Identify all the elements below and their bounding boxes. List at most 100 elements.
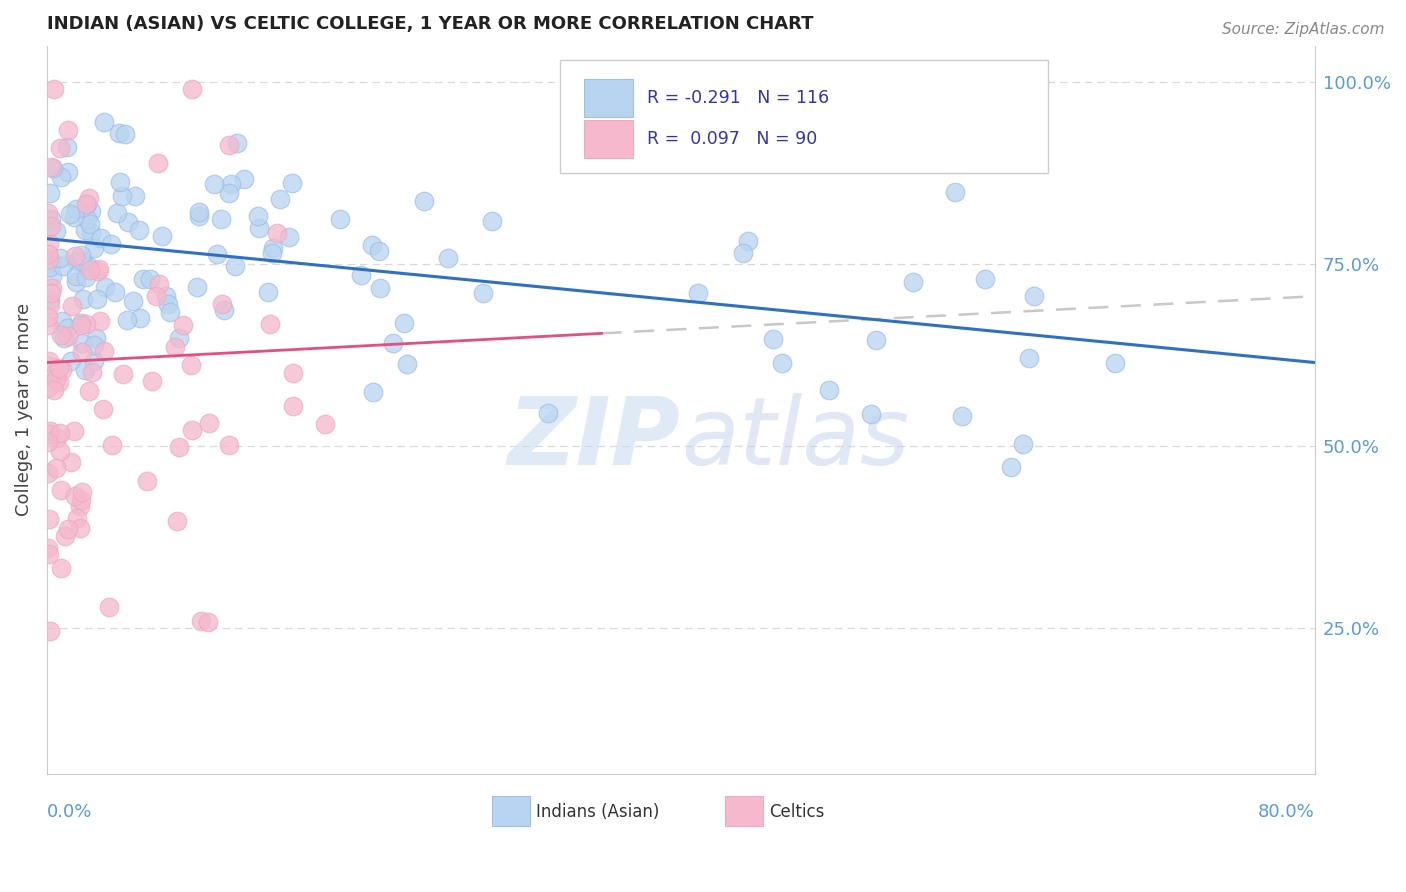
Point (58, 164, 80, 178)
Point (350, 268, 373, 283)
Point (205, 247, 228, 261)
Point (281, 366, 304, 380)
Point (180, 358, 202, 372)
Point (1000, 460, 1022, 475)
Point (65, 489, 87, 503)
Point (280, 176, 302, 190)
Point (70, 248, 93, 262)
Point (396, 357, 419, 371)
Point (42, 383, 65, 397)
Point (1104, 356, 1126, 370)
Point (211, 297, 233, 311)
Point (155, 289, 177, 303)
Point (45, 461, 67, 475)
Point (686, 285, 709, 300)
Point (97, 599, 120, 614)
Point (70, 484, 93, 499)
Point (51, 363, 73, 377)
Point (73, 223, 96, 237)
Point (865, 334, 887, 348)
Point (737, 234, 759, 248)
Point (159, 305, 181, 319)
Point (83, 338, 105, 352)
Point (39, 212, 62, 227)
Point (39, 260, 62, 274)
Point (180, 82, 202, 96)
Point (101, 438, 124, 452)
Point (128, 311, 150, 326)
Point (247, 221, 270, 235)
Point (128, 223, 150, 237)
Point (52, 259, 75, 273)
Point (105, 206, 128, 220)
Point (83, 354, 105, 368)
Point (114, 127, 136, 141)
Point (901, 275, 924, 289)
Point (80, 204, 103, 219)
Point (139, 272, 162, 286)
Point (41, 160, 63, 174)
Point (117, 215, 139, 229)
Point (58, 522, 80, 536)
Point (180, 423, 202, 437)
Point (59, 455, 82, 469)
Point (121, 293, 143, 308)
Point (111, 368, 134, 382)
Text: Celtics: Celtics (769, 803, 825, 821)
Point (93, 343, 115, 358)
Point (314, 417, 336, 432)
Point (360, 238, 382, 252)
Point (41, 254, 63, 268)
Point (202, 177, 225, 191)
Point (87, 262, 110, 277)
Point (186, 280, 208, 294)
Point (37, 206, 59, 220)
Point (69, 317, 91, 331)
Point (83, 241, 105, 255)
Point (48, 361, 70, 376)
Point (86, 292, 108, 306)
Point (437, 251, 460, 265)
Point (75, 270, 97, 285)
Point (38, 424, 60, 438)
Point (51, 169, 73, 184)
Point (39, 186, 62, 201)
Point (41, 281, 63, 295)
Point (72, 292, 94, 306)
Point (49, 443, 72, 458)
Point (70, 335, 93, 350)
Point (537, 406, 560, 420)
Point (731, 246, 754, 260)
Point (262, 241, 284, 255)
Text: ZIP: ZIP (508, 393, 681, 485)
Point (770, 356, 793, 370)
Point (89, 314, 111, 328)
FancyBboxPatch shape (585, 120, 633, 158)
Point (37, 310, 59, 324)
Point (65, 268, 87, 283)
Point (167, 440, 190, 454)
Point (38, 235, 60, 250)
Point (37, 318, 59, 332)
Point (39, 293, 62, 307)
Point (70, 318, 93, 333)
Point (66, 253, 89, 268)
Point (39, 359, 62, 373)
Point (262, 246, 284, 260)
Point (80, 365, 103, 379)
Point (44, 366, 66, 380)
Point (56, 123, 79, 137)
Point (79, 384, 101, 398)
Text: 80.0%: 80.0% (1258, 803, 1315, 822)
Point (41, 219, 63, 233)
Text: R =  0.097   N = 90: R = 0.097 N = 90 (647, 130, 817, 148)
Point (471, 285, 494, 300)
Text: atlas: atlas (681, 393, 910, 484)
Point (218, 138, 240, 153)
Point (974, 271, 997, 285)
FancyBboxPatch shape (561, 61, 1049, 173)
Point (79, 217, 101, 231)
Point (80, 226, 103, 240)
Point (148, 277, 170, 291)
Point (281, 400, 304, 414)
